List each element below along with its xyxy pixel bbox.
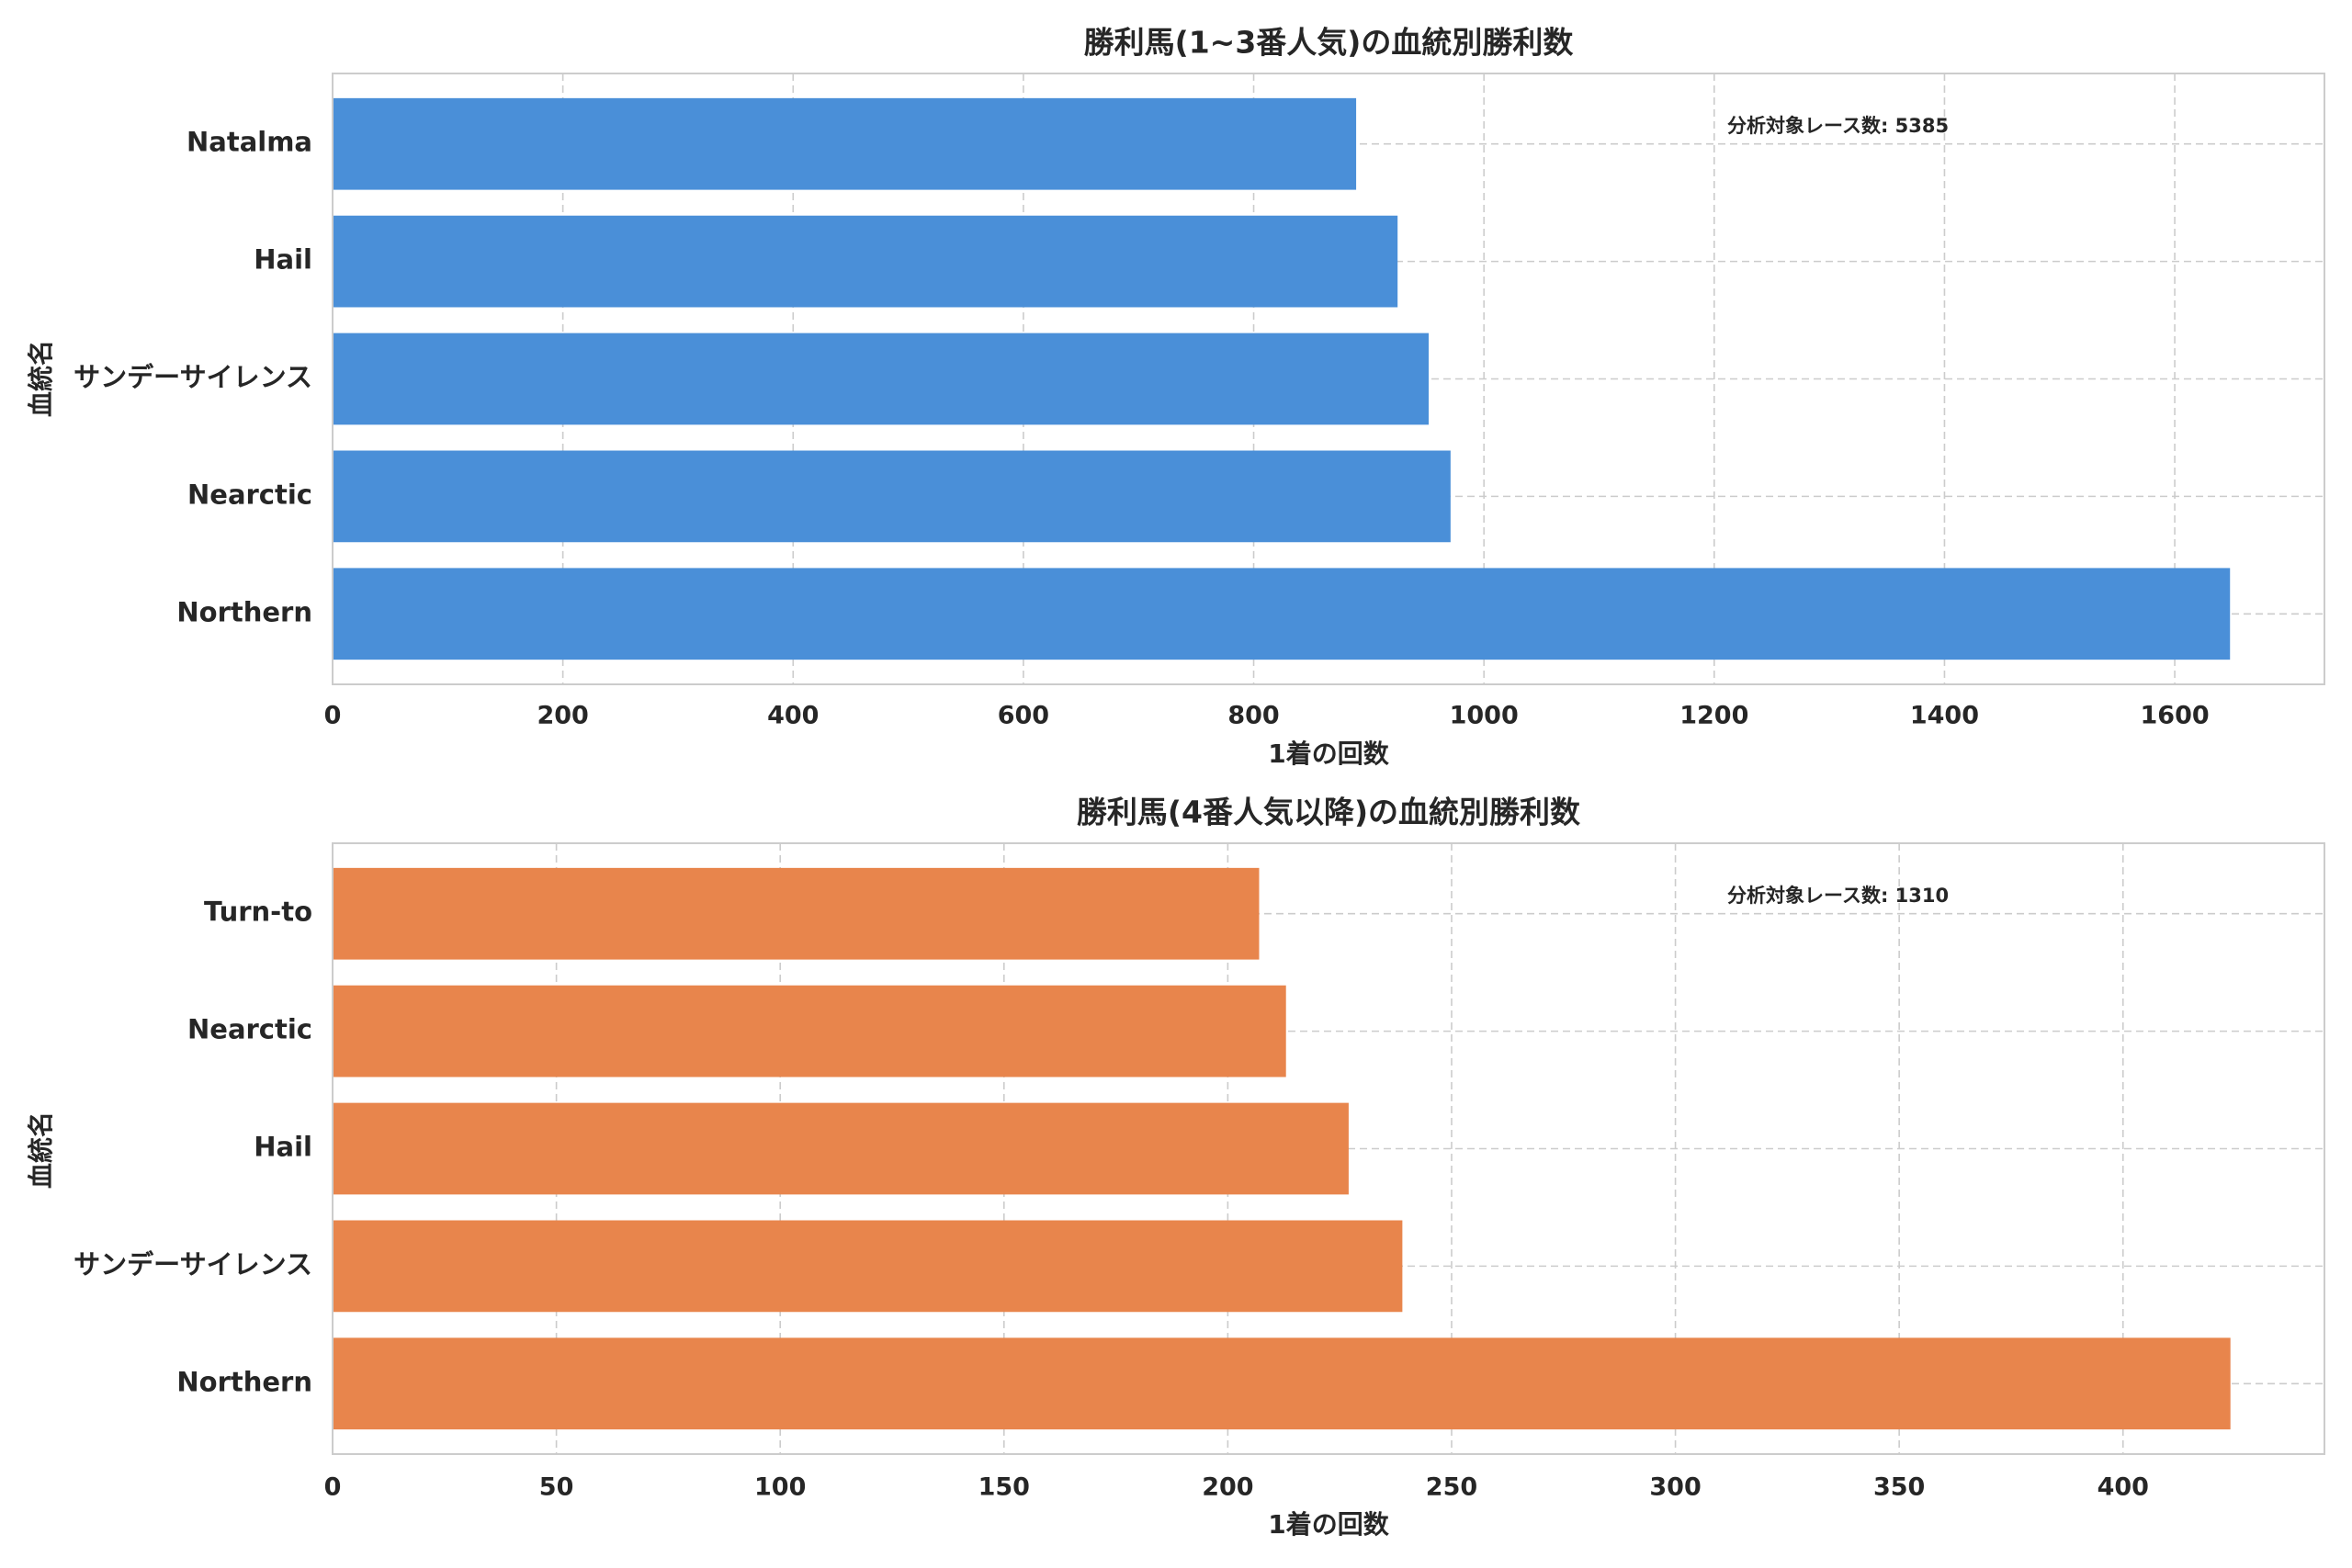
y-tick-label: Northern xyxy=(176,596,312,627)
y-tick-label: Natalma xyxy=(187,127,312,158)
bar xyxy=(333,1220,1403,1313)
bar xyxy=(333,450,1451,543)
bar xyxy=(333,1337,2231,1430)
chart-top-popular: 0 200 400 600 800 1000 1200 1400 1600 Northern Nea… xyxy=(26,25,2325,769)
x-tick-label: 50 xyxy=(539,1473,574,1502)
x-tick-label: 1000 xyxy=(1450,702,1519,730)
x-tick-label: 100 xyxy=(754,1473,806,1502)
annotation-race-count: 分析対象レース数: 5385 xyxy=(1727,115,1949,137)
chart-bottom-longshot: 0 50 100 150 200 250 300 350 400 Northern サンデーサイレン… xyxy=(26,795,2325,1540)
x-tick-label: 200 xyxy=(1202,1473,1253,1502)
y-tick-label: Turn-to xyxy=(204,897,312,928)
x-tick-label: 150 xyxy=(978,1473,1030,1502)
y-tick-label: Hail xyxy=(254,244,312,276)
x-tick-label: 600 xyxy=(998,702,1049,730)
y-tick-label: Northern xyxy=(176,1366,312,1397)
x-tick-label: 1400 xyxy=(1910,702,1979,730)
annotation-race-count: 分析対象レース数: 1310 xyxy=(1727,885,1949,907)
bar xyxy=(333,867,1260,960)
x-axis-label: 1着の回数 xyxy=(1268,739,1389,769)
plot-frame xyxy=(332,842,2325,1455)
x-axis-label: 1着の回数 xyxy=(1268,1509,1389,1540)
bar xyxy=(333,568,2231,660)
y-tick-label: Hail xyxy=(254,1132,312,1163)
x-tick-label: 1200 xyxy=(1679,702,1748,730)
x-tick-label: 0 xyxy=(324,1473,342,1502)
bar xyxy=(333,1102,1349,1195)
y-tick-label: Nearctic xyxy=(187,479,312,510)
bar xyxy=(333,333,1430,425)
plot-frame xyxy=(332,73,2325,685)
x-tick-label: 400 xyxy=(767,702,819,730)
x-tick-label: 250 xyxy=(1426,1473,1477,1502)
y-tick-label: Nearctic xyxy=(187,1014,312,1045)
x-tick-label: 300 xyxy=(1649,1473,1701,1502)
chart-title: 勝利馬(1~3番人気)の血統別勝利数 xyxy=(1084,25,1575,61)
x-tick-label: 200 xyxy=(537,702,588,730)
x-tick-label: 800 xyxy=(1227,702,1279,730)
bar xyxy=(333,215,1398,308)
y-axis-label: 血統名 xyxy=(26,1111,56,1189)
bar xyxy=(333,97,1357,190)
x-tick-label: 400 xyxy=(2098,1473,2149,1502)
x-tick-label: 0 xyxy=(324,702,342,730)
y-tick-label: サンデーサイレンス xyxy=(74,1248,312,1280)
bar xyxy=(333,985,1286,1077)
chart-title: 勝利馬(4番人気以降)の血統別勝利数 xyxy=(1077,795,1581,830)
x-tick-label: 350 xyxy=(1873,1473,1925,1502)
x-tick-label: 1600 xyxy=(2141,702,2210,730)
y-tick-label: サンデーサイレンス xyxy=(74,362,312,393)
y-axis-label: 血統名 xyxy=(26,340,56,417)
